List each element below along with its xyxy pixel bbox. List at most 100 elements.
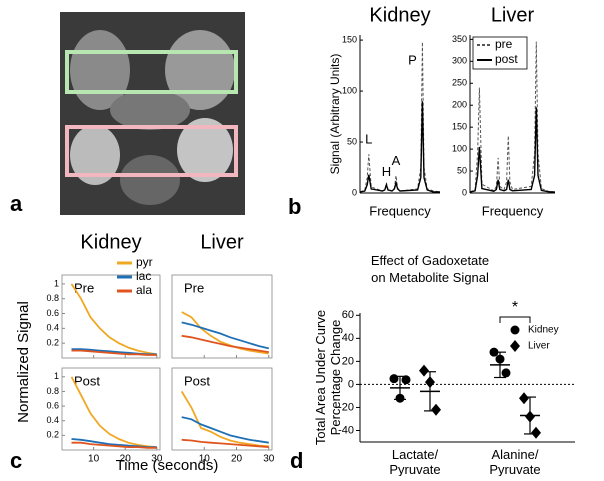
peak-label: H bbox=[382, 164, 391, 179]
y-tick-label: 1 bbox=[54, 278, 59, 288]
y-tick-label: 50 bbox=[347, 136, 357, 146]
y-tick-label: 0.8 bbox=[46, 293, 59, 303]
chart-title: Liver bbox=[491, 4, 535, 26]
x-tick-label: 30 bbox=[263, 454, 275, 465]
panel-label: c bbox=[10, 448, 22, 473]
y-tick-label: -20 bbox=[338, 401, 354, 413]
mri-tissue bbox=[177, 118, 233, 182]
spectrum-line bbox=[469, 41, 556, 193]
y-tick-label: 40 bbox=[342, 332, 354, 344]
y-tick-label: -40 bbox=[338, 424, 354, 436]
y-tick-label: 200 bbox=[452, 100, 467, 110]
legend-label: pyr bbox=[136, 255, 153, 269]
legend-label: Liver bbox=[528, 341, 550, 352]
row-label: Post bbox=[184, 373, 210, 388]
legend-box bbox=[472, 36, 528, 70]
legend-label: ala bbox=[136, 283, 152, 297]
panel-label: d bbox=[290, 448, 303, 473]
chart-title: Kidney bbox=[369, 4, 430, 26]
row-label: Pre bbox=[74, 280, 94, 295]
y-tick-label: 0 bbox=[462, 187, 467, 197]
peak-label: P bbox=[408, 53, 417, 68]
legend-label: Kidney bbox=[528, 325, 559, 336]
x-axis-label: Frequency bbox=[482, 203, 544, 218]
y-tick-label: 0.6 bbox=[46, 400, 59, 410]
x-tick-label: Lactate/Pyruvate bbox=[389, 447, 440, 476]
data-point bbox=[389, 374, 399, 384]
legend-label: lac bbox=[136, 269, 151, 283]
x-axis-label: Frequency bbox=[369, 203, 431, 218]
signal-line bbox=[181, 438, 269, 448]
y-tick-label: 0 bbox=[348, 378, 354, 390]
data-point bbox=[419, 364, 429, 377]
signal-line bbox=[71, 441, 157, 449]
y-tick-label: 20 bbox=[342, 355, 354, 367]
data-point bbox=[431, 403, 441, 416]
y-tick-label: 0 bbox=[352, 187, 357, 197]
y-tick-label: 0.4 bbox=[46, 323, 59, 333]
panel-label: a bbox=[10, 191, 23, 216]
signal-line bbox=[71, 349, 157, 356]
data-point bbox=[501, 368, 511, 378]
y-tick-label: 0.8 bbox=[46, 386, 59, 396]
signal-line bbox=[181, 311, 269, 355]
plot-frame bbox=[61, 274, 161, 359]
legend-label: pre bbox=[495, 37, 513, 51]
plot-frame bbox=[171, 367, 273, 451]
y-tick-label: 150 bbox=[342, 34, 357, 44]
x-tick-label: 10 bbox=[88, 454, 100, 465]
peak-label: L bbox=[365, 132, 372, 147]
liver-roi bbox=[65, 50, 238, 94]
signal-line bbox=[181, 334, 269, 353]
significance-bracket bbox=[499, 316, 531, 323]
y-tick-label: 250 bbox=[452, 78, 467, 88]
chart-title: Effect of Gadoxetate on Metabolite Signal bbox=[371, 253, 489, 285]
plot-frame bbox=[171, 274, 273, 359]
significance-star: * bbox=[512, 299, 518, 316]
x-tick-label: 10 bbox=[199, 454, 211, 465]
data-point bbox=[510, 325, 520, 335]
plot-frame bbox=[61, 367, 161, 451]
column-title: Liver bbox=[200, 231, 244, 253]
y-tick-label: 300 bbox=[452, 56, 467, 66]
y-tick-label: 50 bbox=[457, 165, 467, 175]
row-label: Post bbox=[74, 373, 100, 388]
y-tick-label: 0.2 bbox=[46, 338, 59, 348]
panel-label: b bbox=[288, 194, 301, 219]
y-tick-label: 350 bbox=[452, 34, 467, 44]
column-title: Kidney bbox=[80, 231, 141, 253]
y-tick-label: 1 bbox=[54, 371, 59, 381]
x-tick-label: 30 bbox=[151, 454, 163, 465]
kidney-roi bbox=[65, 125, 238, 177]
y-tick-label: 0.4 bbox=[46, 415, 59, 425]
signal-line bbox=[181, 416, 269, 444]
spectrum-line bbox=[359, 42, 441, 193]
data-point bbox=[531, 426, 541, 439]
mri-tissue bbox=[70, 125, 120, 185]
x-axis-label: Time (seconds) bbox=[116, 457, 219, 474]
y-axis-label: Normalized Signal bbox=[15, 301, 32, 423]
mri-tissue bbox=[110, 90, 190, 130]
y-tick-label: 60 bbox=[342, 309, 354, 321]
y-tick-label: 0.6 bbox=[46, 308, 59, 318]
x-tick-label: 20 bbox=[120, 454, 132, 465]
spectrum-line bbox=[359, 101, 440, 193]
signal-line bbox=[70, 376, 157, 448]
y-tick-label: 100 bbox=[452, 143, 467, 153]
data-point bbox=[401, 375, 411, 385]
signal-line bbox=[70, 283, 157, 356]
x-tick-label: Alanine/Pyruvate bbox=[489, 447, 540, 476]
data-point bbox=[510, 340, 520, 352]
mri-image bbox=[60, 12, 245, 215]
mri-tissue bbox=[120, 155, 180, 205]
signal-line bbox=[180, 390, 269, 448]
row-label: Pre bbox=[184, 280, 204, 295]
signal-line bbox=[181, 321, 270, 350]
data-point bbox=[519, 392, 529, 405]
legend-label: post bbox=[495, 52, 518, 66]
y-tick-label: 0.2 bbox=[46, 430, 59, 440]
spectrum-line bbox=[469, 107, 556, 193]
y-axis-label: Total Area Under CurvePercentage Change bbox=[313, 310, 343, 445]
